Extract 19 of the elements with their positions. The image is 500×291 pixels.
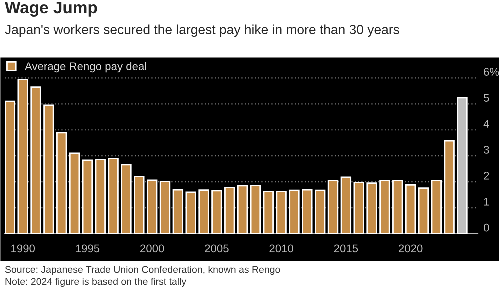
chart-title: Wage Jump <box>5 2 98 17</box>
x-tick-label: 2010 <box>270 244 294 253</box>
y-tick-label: 2 <box>484 172 490 180</box>
source-note: Source: Japanese Trade Union Confederation, known as Rengo <box>5 266 280 276</box>
x-tick-label: 2000 <box>140 244 164 253</box>
chart-subtitle: Japan's workers secured the largest pay hike in more than 30 years <box>5 24 400 38</box>
x-tick-label: 2020 <box>399 244 423 253</box>
y-tick-label: 4 <box>484 120 490 128</box>
y-tick-label: 0 <box>484 224 490 232</box>
x-tick-label: 1990 <box>12 244 36 253</box>
x-tick-label: 2005 <box>205 244 229 253</box>
x-tick-label: 1995 <box>76 244 100 253</box>
text: Note: 2024 figure is based on the first tally <box>6 278 187 288</box>
x-tick-label: 2015 <box>334 244 358 253</box>
y-tick-label: 5 <box>484 94 490 102</box>
y-tick-label: 3 <box>484 146 490 154</box>
y-tick-label: 6% <box>484 68 500 76</box>
y-tick-label: 1 <box>484 198 490 206</box>
legend-label: Average Rengo pay deal <box>25 62 146 73</box>
